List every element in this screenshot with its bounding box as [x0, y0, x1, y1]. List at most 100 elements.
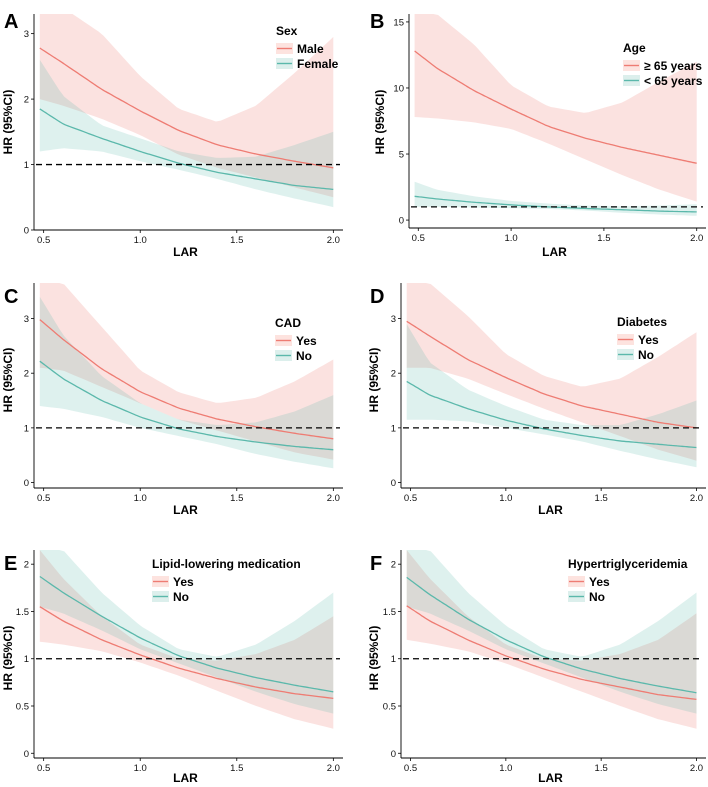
x-tick-label: 1.0 [134, 763, 147, 774]
ci-band-yes [39, 283, 334, 460]
ci-band--65-years [414, 14, 697, 202]
x-tick-label: 1.5 [597, 233, 610, 244]
y-tick-label: 2 [391, 560, 396, 571]
x-tick-label: 1.5 [230, 493, 243, 504]
panel-letter: D [370, 286, 384, 308]
panel-a: 0 1 2 3 0.5 1.0 1.5 2.0 LAR HR (95%CI) A Sex MaleFem… [1, 11, 343, 259]
y-tick-label: 0 [391, 749, 396, 760]
ci-band-no [406, 550, 697, 714]
y-tick-label: 0 [24, 478, 29, 489]
series-line-yes [39, 606, 334, 700]
x-tick-label: 1.5 [230, 235, 243, 246]
x-tick-label: 1.5 [595, 493, 608, 504]
y-tick-label: 2 [24, 560, 29, 571]
y-tick-label: 3 [24, 314, 29, 325]
legend-label: Yes [638, 333, 659, 347]
ci-band-male [39, 14, 334, 198]
y-tick-label: 1 [391, 423, 396, 434]
y-axis-title: HR (95%CI) [367, 348, 381, 413]
ci-band-female [39, 59, 334, 208]
x-axis-title: LAR [538, 771, 563, 785]
legend-label: Male [297, 42, 324, 56]
panel-letter: C [4, 286, 18, 308]
panel-d: 0 1 2 3 0.5 1.0 1.5 2.0 LAR HR (95%CI) D Diabetes Ye… [367, 283, 706, 517]
x-tick-label: 2.0 [690, 233, 703, 244]
x-tick-label: 1.5 [595, 763, 608, 774]
legend-label: No [638, 348, 654, 362]
x-axis-title: LAR [173, 245, 198, 259]
y-tick-label: 0.5 [16, 702, 29, 713]
series-line-yes [39, 319, 334, 440]
legend-label: No [173, 590, 189, 604]
ci-band-no [406, 324, 697, 468]
ci-band-yes [39, 550, 334, 729]
y-tick-label: 1 [24, 654, 29, 665]
y-tick-label: 1 [24, 423, 29, 434]
series-line-no [39, 360, 334, 451]
x-tick-label: 1.0 [134, 235, 147, 246]
ci-band-yes [406, 283, 697, 461]
legend-label: No [296, 349, 312, 363]
series-line-male [39, 47, 334, 169]
y-tick-label: 3 [391, 314, 396, 325]
plot-area [406, 283, 697, 468]
y-axis-title: HR (95%CI) [1, 90, 15, 155]
y-tick-label: 10 [393, 83, 404, 94]
x-tick-label: 1.5 [230, 763, 243, 774]
legend-label: Yes [173, 575, 194, 589]
legend-title: Hypertriglyceridemia [568, 557, 688, 571]
y-tick-label: 0 [399, 216, 404, 227]
y-tick-label: 0 [24, 749, 29, 760]
x-axis-title: LAR [538, 503, 563, 517]
legend: Age ≥ 65 years< 65 years [623, 41, 703, 88]
series-line--65-years [414, 50, 697, 164]
y-tick-label: 0 [24, 226, 29, 237]
x-axis-title: LAR [173, 503, 198, 517]
y-tick-label: 1.5 [16, 607, 29, 618]
x-tick-label: 2.0 [327, 493, 340, 504]
plot-area [406, 550, 697, 729]
panel-letter: E [4, 553, 17, 575]
legend-title: Diabetes [617, 315, 667, 329]
series-line-no [406, 576, 697, 694]
x-tick-label: 0.5 [412, 233, 425, 244]
x-tick-label: 2.0 [690, 493, 703, 504]
legend-title: Lipid-lowering medication [152, 557, 301, 571]
y-tick-label: 0.5 [383, 702, 396, 713]
y-tick-label: 2 [24, 369, 29, 380]
panel-b: 0 5 10 15 0.5 1.0 1.5 2.0 LAR HR (95%CI) B Age ≥ 65 … [370, 11, 706, 259]
y-tick-label: 1.5 [383, 607, 396, 618]
legend-label: ≥ 65 years [644, 59, 702, 73]
x-tick-label: 1.0 [499, 763, 512, 774]
ci-band-no [39, 550, 334, 714]
x-tick-label: 2.0 [690, 763, 703, 774]
legend-label: Yes [589, 575, 610, 589]
x-tick-label: 1.0 [134, 493, 147, 504]
series-line-yes [406, 320, 697, 429]
legend-label: < 65 years [644, 74, 703, 88]
legend-title: Sex [276, 24, 298, 38]
legend-label: Yes [296, 334, 317, 348]
x-tick-label: 1.0 [499, 493, 512, 504]
y-tick-label: 2 [24, 95, 29, 106]
legend-title: CAD [275, 316, 301, 330]
x-tick-label: 0.5 [404, 493, 417, 504]
x-axis-title: LAR [542, 245, 567, 259]
panel-f: 0 0.5 1 1.5 2 0.5 1.0 1.5 2.0 LAR HR (95%CI) F Hyper… [367, 550, 706, 785]
x-tick-label: 0.5 [404, 763, 417, 774]
y-tick-label: 0 [391, 478, 396, 489]
panel-letter: A [4, 11, 18, 33]
y-tick-label: 1 [391, 654, 396, 665]
panel-letter: F [370, 553, 382, 575]
y-axis-title: HR (95%CI) [1, 348, 15, 413]
legend-title: Age [623, 41, 646, 55]
y-tick-label: 1 [24, 160, 29, 171]
y-tick-label: 2 [391, 369, 396, 380]
